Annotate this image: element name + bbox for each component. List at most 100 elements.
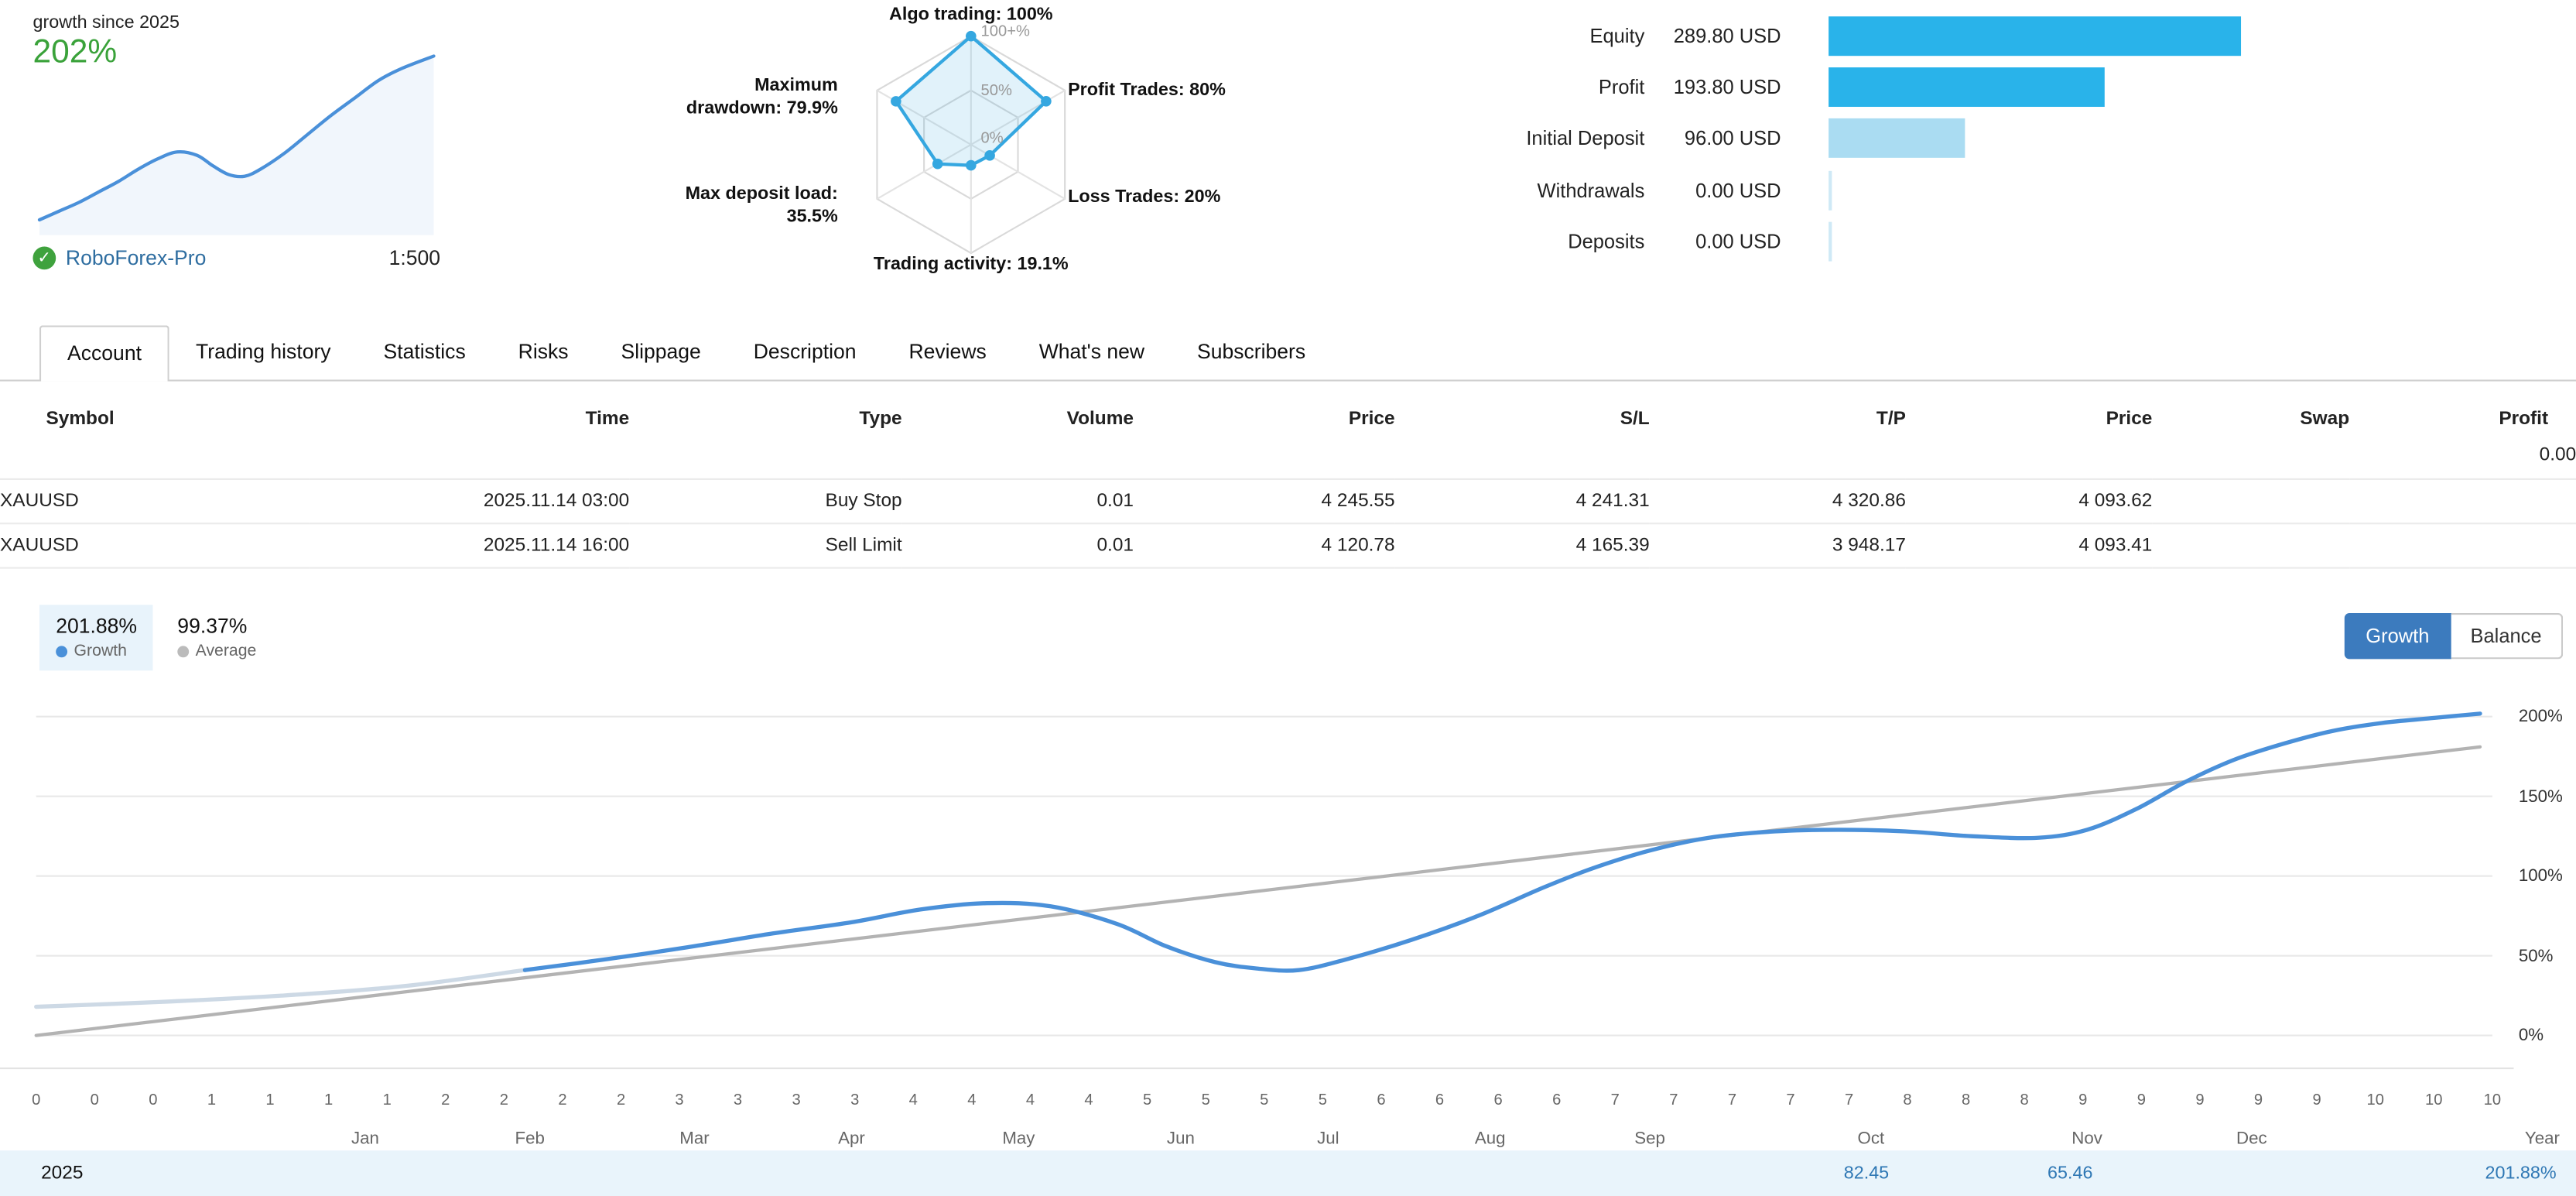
growth-total-value: 202% bbox=[32, 34, 118, 71]
x-tick-label: 10 bbox=[2366, 1091, 2384, 1110]
chart-mode-toggle: Growth Balance bbox=[2344, 612, 2564, 660]
month-label: Feb bbox=[515, 1129, 545, 1150]
footer-total-growth: 201.88% bbox=[2485, 1163, 2557, 1184]
y-axis-label: 100% bbox=[2518, 865, 2563, 886]
table-cell bbox=[2349, 478, 2576, 524]
tab-statistics[interactable]: Statistics bbox=[383, 340, 466, 364]
month-label: Sep bbox=[1634, 1129, 1665, 1150]
table-cell bbox=[1134, 439, 1395, 479]
x-tick-label: 10 bbox=[2483, 1091, 2502, 1110]
x-tick-label: 2 bbox=[558, 1091, 567, 1110]
x-tick-label: 6 bbox=[1435, 1091, 1445, 1110]
tab-description[interactable]: Description bbox=[753, 340, 857, 364]
table-cell: 2025.11.14 16:00 bbox=[309, 523, 630, 569]
stat-value: 0.00 USD bbox=[1695, 229, 1781, 253]
x-tick-label: 7 bbox=[1669, 1091, 1678, 1110]
stat-row: Initial Deposit 96.00 USD bbox=[1265, 113, 2576, 164]
average-metric-value: 99.37% bbox=[177, 615, 248, 638]
tab-risks[interactable]: Risks bbox=[518, 340, 569, 364]
stat-bar bbox=[1829, 221, 1832, 262]
stat-bar-area bbox=[1829, 170, 2576, 210]
tab-account[interactable]: Account bbox=[39, 325, 170, 382]
table-cell bbox=[629, 439, 901, 479]
tab-slippage[interactable]: Slippage bbox=[621, 340, 701, 364]
x-tick-label: 7 bbox=[1786, 1091, 1795, 1110]
radar-label-trading-activity: Trading activity: 19.1% bbox=[873, 255, 1069, 275]
column-header: Type bbox=[859, 409, 902, 430]
table-cell bbox=[2152, 439, 2349, 479]
verified-check-icon: ✓ bbox=[32, 246, 56, 270]
stat-bar-area bbox=[1829, 67, 2576, 107]
x-tick-label: 10 bbox=[2425, 1091, 2443, 1110]
table-cell: XAUUSD bbox=[0, 523, 310, 569]
x-tick-label: 0 bbox=[32, 1091, 41, 1110]
growth-metric-value: 201.88% bbox=[56, 615, 137, 638]
average-metric-label: Average bbox=[177, 643, 256, 661]
radar-ring-label-100: 100+% bbox=[980, 22, 1030, 42]
table-cell: XAUUSD bbox=[0, 478, 310, 524]
x-tick-label: 3 bbox=[792, 1091, 801, 1110]
tab-reviews[interactable]: Reviews bbox=[908, 340, 987, 364]
x-tick-label: 5 bbox=[1260, 1091, 1269, 1110]
y-axis-label: 0% bbox=[2518, 1025, 2544, 1046]
growth-toggle-button[interactable]: Growth bbox=[2344, 612, 2451, 660]
table-cell: 3 948.17 bbox=[1649, 523, 1906, 569]
stat-row: Profit 193.80 USD bbox=[1265, 61, 2576, 112]
broker-link[interactable]: RoboForex-Pro bbox=[65, 246, 207, 270]
stat-bar-area bbox=[1829, 118, 2576, 159]
month-label: Jan bbox=[351, 1129, 379, 1150]
x-tick-label: 2 bbox=[499, 1091, 509, 1110]
x-tick-label: 9 bbox=[2136, 1091, 2146, 1110]
stat-value: 193.80 USD bbox=[1673, 75, 1781, 99]
x-tick-label: 1 bbox=[324, 1091, 334, 1110]
broker-row: ✓ RoboForex-Pro 1:500 bbox=[32, 246, 440, 270]
growth-since-label: growth since 2025 bbox=[32, 12, 180, 33]
x-tick-label: 1 bbox=[265, 1091, 275, 1110]
average-legend-dot-icon bbox=[177, 646, 190, 658]
tab-trading-history[interactable]: Trading history bbox=[196, 340, 331, 364]
x-tick-label: 9 bbox=[2312, 1091, 2321, 1110]
table-cell: 4 093.62 bbox=[1905, 478, 2153, 524]
growth-legend-dot-icon bbox=[56, 646, 68, 658]
footer-value-oct: 82.45 bbox=[1843, 1163, 1890, 1184]
table-row: XAUUSD 2025.11.14 16:00 Sell Limit 0.01 4 12… bbox=[0, 523, 2576, 569]
stat-row: Equity 289.80 USD bbox=[1265, 10, 2576, 61]
table-cell: 0.00 bbox=[2539, 445, 2576, 465]
column-header: Swap bbox=[2300, 409, 2350, 430]
growth-chart: 0% 50% 100% 150% 200% 0 0 0 1 1 1 1 2 2 2 2 3 3 3 3 4 4 4 4 5 5 5… bbox=[0, 684, 2576, 1150]
x-tick-label: 2 bbox=[441, 1091, 450, 1110]
stat-row: Withdrawals 0.00 USD bbox=[1265, 164, 2576, 215]
column-header: Price bbox=[1348, 409, 1395, 430]
column-header: S/L bbox=[1620, 409, 1650, 430]
balance-toggle-button[interactable]: Balance bbox=[2451, 612, 2564, 660]
chart-footer: 2025 82.45 65.46 201.88% bbox=[0, 1150, 2576, 1196]
column-header: Profit bbox=[2499, 409, 2549, 430]
tabs: Account Trading history Statistics Risks Sli… bbox=[0, 325, 2576, 382]
table-cell: 4 320.86 bbox=[1649, 478, 1906, 524]
month-label: May bbox=[1002, 1129, 1035, 1150]
x-tick-label: 3 bbox=[850, 1091, 860, 1110]
table-cell bbox=[2152, 478, 2350, 524]
account-stats: Equity 289.80 USD Profit 193.80 USD Initial … bbox=[1265, 10, 2576, 267]
stat-bar bbox=[1829, 15, 2242, 56]
chart-toolbar: 201.88% Growth 99.37% Average Growth Bal… bbox=[0, 601, 2576, 677]
x-tick-label: 4 bbox=[967, 1091, 977, 1110]
table-cell: 2025.11.14 03:00 bbox=[309, 478, 630, 524]
stat-label: Withdrawals bbox=[1537, 178, 1645, 202]
tab-subscribers[interactable]: Subscribers bbox=[1197, 340, 1306, 364]
stat-bar bbox=[1829, 118, 1965, 159]
x-tick-label: 8 bbox=[1903, 1091, 1912, 1110]
month-label: Dec bbox=[2236, 1129, 2267, 1150]
table-row: XAUUSD 2025.11.14 03:00 Buy Stop 0.01 4 245.… bbox=[0, 478, 2576, 524]
x-tick-label: 2 bbox=[616, 1091, 626, 1110]
x-tick-label: 0 bbox=[90, 1091, 99, 1110]
table-cell bbox=[2152, 523, 2350, 569]
x-tick-label: 9 bbox=[2195, 1091, 2205, 1110]
stat-label: Initial Deposit bbox=[1526, 126, 1645, 150]
month-label: Apr bbox=[838, 1129, 865, 1150]
table-cell bbox=[0, 439, 309, 479]
column-header: Volume bbox=[1066, 409, 1134, 430]
footer-year: 2025 bbox=[41, 1163, 84, 1184]
tab-what-s-new[interactable]: What's new bbox=[1038, 340, 1145, 364]
